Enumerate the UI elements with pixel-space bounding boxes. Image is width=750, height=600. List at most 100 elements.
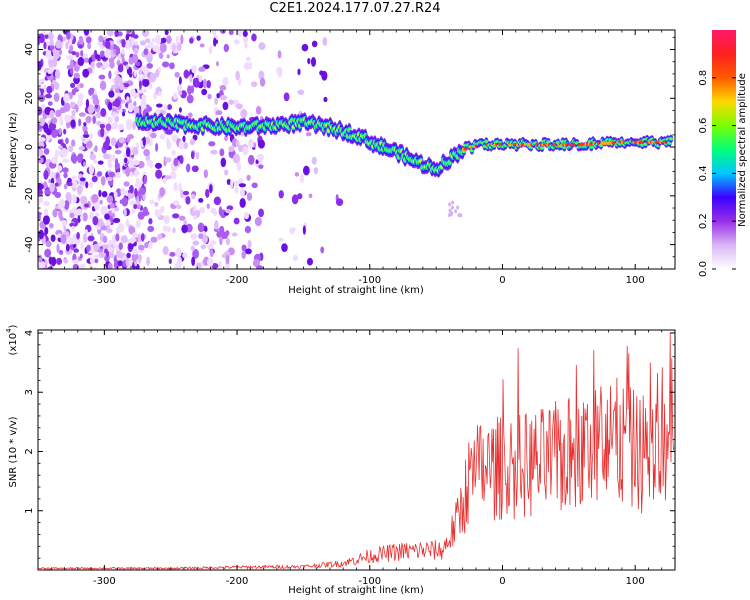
spectrogram-speckle: [97, 248, 104, 254]
spectrogram-speckle: [113, 191, 118, 199]
spectrogram-speckle: [128, 225, 136, 235]
spectrogram-speckle: [164, 175, 172, 180]
spectrogram-speckle: [43, 41, 47, 50]
spectrogram-speckle: [132, 147, 139, 156]
spectrogram-speckle: [57, 201, 63, 209]
spectrogram-speckle: [60, 148, 68, 158]
spectrogram-speckle: [448, 202, 452, 207]
spectrogram-speckle: [150, 236, 158, 243]
spectrogram-speckle: [241, 250, 246, 259]
spectrogram-speckle: [208, 141, 216, 147]
spectrogram-speckle: [225, 209, 232, 214]
spectrogram-speckle: [123, 208, 127, 217]
spectrogram-speckle: [206, 80, 211, 89]
spectrogram-speckle: [125, 64, 129, 70]
spectrogram-speckle: [49, 182, 55, 193]
spectrogram-speckle: [148, 241, 153, 250]
spectrogram-speckle: [63, 258, 69, 264]
spectrogram-speckle: [137, 233, 142, 243]
spectrogram-speckle: [120, 235, 128, 244]
spectrogram-speckle: [132, 53, 139, 64]
snr-exponent-label: (x104): [5, 324, 19, 355]
spectrogram-speckle: [192, 248, 200, 259]
spectrogram-speckle: [72, 259, 80, 265]
spectrogram-speckle: [142, 65, 148, 76]
spectrogram-speckle: [228, 99, 235, 105]
spectrogram-speckle: [49, 45, 55, 51]
spectrogram-speckle: [114, 30, 119, 38]
colorbar-label: Normalized spectral amplitude: [737, 73, 748, 227]
spectrogram-speckle: [246, 192, 253, 201]
spectrogram-speckle: [297, 68, 301, 76]
spectrogram-speckle: [244, 41, 248, 49]
spectrogram-speckle: [133, 47, 139, 55]
spectrogram-speckle: [79, 215, 84, 221]
spectrogram-speckle: [55, 109, 62, 118]
spectrogram-speckle: [38, 106, 43, 116]
spectrogram-speckle: [98, 241, 103, 247]
spectrogram-speckle: [38, 137, 46, 142]
spectrogram-speckle: [40, 261, 46, 269]
spectrogram-speckle: [233, 180, 239, 187]
spectrogram-speckle: [70, 119, 76, 128]
spectrogram-speckle: [114, 98, 121, 108]
spectrogram-speckle: [42, 215, 50, 225]
spectrogram-speckle: [126, 133, 134, 140]
spectrogram-speckle: [78, 35, 84, 46]
spectrogram-speckle: [66, 181, 73, 187]
spectrogram-speckle: [146, 63, 153, 69]
spectrogram-speckle: [38, 183, 44, 190]
spectrogram-speckle: [88, 180, 94, 188]
spectrogram-speckle: [278, 190, 284, 199]
spectrogram-speckle: [235, 103, 243, 110]
spectrogram-speckle: [132, 159, 140, 166]
spectrogram-speckle: [97, 160, 104, 165]
spectrogram-speckle: [320, 246, 325, 254]
spectrogram-speckle: [107, 262, 113, 269]
spectrogram-speckle: [244, 211, 250, 220]
spectrogram-speckle: [161, 37, 167, 44]
spectrogram-ridge: [135, 112, 674, 218]
spectrogram-speckle: [199, 43, 205, 48]
spectrogram-speckle: [183, 219, 188, 226]
spectrogram-speckle: [140, 99, 147, 110]
spectrogram-speckle: [132, 92, 140, 98]
spectrogram-speckle: [214, 97, 219, 106]
spectrogram-speckle: [179, 155, 184, 165]
spectrogram-speckle: [216, 92, 220, 99]
spectrogram-speckle: [121, 111, 126, 117]
spectrogram-speckle: [50, 256, 57, 267]
spectrogram-speckle: [91, 194, 99, 204]
spectrogram-speckle: [232, 153, 241, 164]
spectrogram-speckle: [63, 93, 70, 103]
snr-y-axis-label: SNR (10 * v/v): [8, 416, 19, 487]
spectrogram-speckle: [114, 207, 120, 212]
spectrogram-speckle: [44, 93, 52, 99]
spectrogram-speckle: [170, 171, 177, 180]
spectrogram-speckle: [294, 172, 300, 177]
spectrogram-speckle: [191, 256, 196, 266]
spectrogram-speckle: [83, 30, 90, 36]
spectrogram-speckle: [125, 147, 131, 158]
spectrogram-speckle: [38, 200, 41, 207]
spectrogram-speckle: [115, 250, 123, 258]
spectrogram-speckle: [143, 88, 147, 93]
spectrogram-speckle: [79, 253, 83, 259]
spectrogram-speckle: [141, 30, 150, 37]
spectrogram-ridge-blob: [539, 146, 545, 150]
spectrogram-speckle: [52, 208, 58, 218]
spectrogram-speckle: [283, 92, 290, 102]
spectrogram-speckle: [160, 205, 165, 213]
spectrogram-speckle: [121, 196, 129, 207]
y-tick-label: -40: [24, 236, 35, 252]
spectrogram-speckle: [138, 191, 142, 202]
spectrogram-speckle: [58, 128, 62, 136]
spectrogram-speckle: [38, 124, 42, 130]
spectrogram-speckle: [96, 62, 102, 68]
spectrogram-speckle: [73, 72, 80, 79]
spectrogram-speckle: [276, 66, 283, 76]
spectrogram-speckle: [138, 69, 143, 76]
spectrogram-speckle: [154, 162, 163, 169]
spectrogram-speckle: [101, 191, 108, 198]
spectrogram-speckle: [185, 196, 191, 205]
